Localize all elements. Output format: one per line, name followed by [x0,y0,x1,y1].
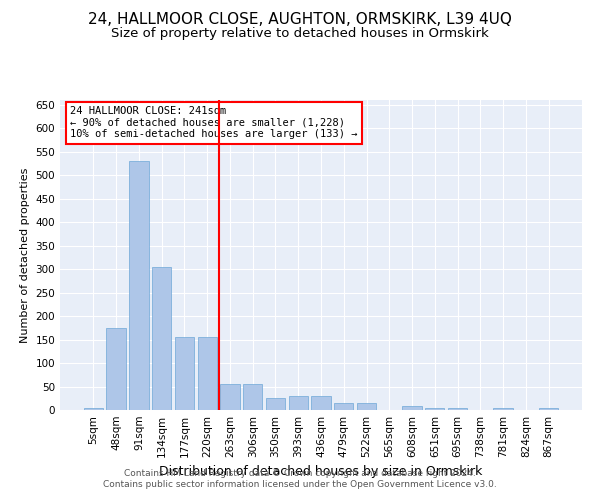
Bar [311,396,331,410]
Bar [289,396,308,410]
Y-axis label: Number of detached properties: Number of detached properties [20,168,30,342]
X-axis label: Distribution of detached houses by size in Ormskirk: Distribution of detached houses by size … [160,466,482,478]
Bar [220,384,239,410]
Text: Contains HM Land Registry data © Crown copyright and database right 2024.: Contains HM Land Registry data © Crown c… [124,468,476,477]
Bar [266,398,285,410]
Text: Size of property relative to detached houses in Ormskirk: Size of property relative to detached ho… [111,28,489,40]
Bar [197,337,217,410]
Text: 24, HALLMOOR CLOSE, AUGHTON, ORMSKIRK, L39 4UQ: 24, HALLMOOR CLOSE, AUGHTON, ORMSKIRK, L… [88,12,512,28]
Bar [334,403,353,410]
Bar [129,161,149,410]
Text: 24 HALLMOOR CLOSE: 241sqm
← 90% of detached houses are smaller (1,228)
10% of se: 24 HALLMOOR CLOSE: 241sqm ← 90% of detac… [70,106,358,140]
Bar [448,408,467,410]
Text: Contains public sector information licensed under the Open Government Licence v3: Contains public sector information licen… [103,480,497,489]
Bar [84,408,103,410]
Bar [175,337,194,410]
Bar [539,408,558,410]
Bar [152,266,172,410]
Bar [106,328,126,410]
Bar [403,406,422,410]
Bar [243,384,262,410]
Bar [425,408,445,410]
Bar [357,403,376,410]
Bar [493,408,513,410]
